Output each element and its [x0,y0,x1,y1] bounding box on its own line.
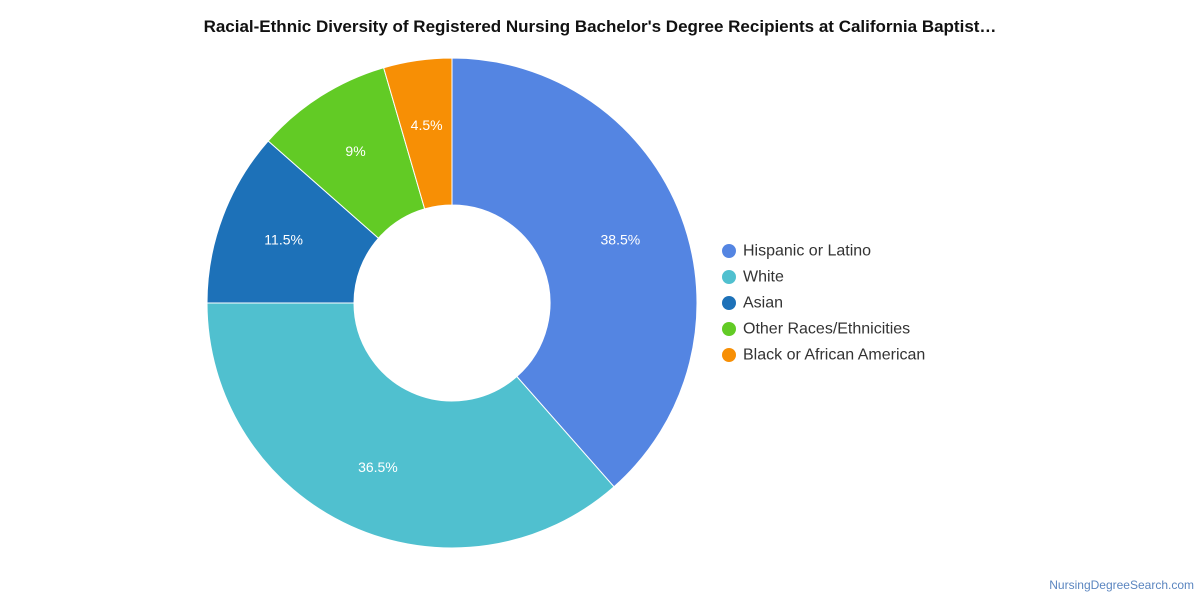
legend-swatch-asian [722,296,736,310]
legend-label-hispanic-or-latino[interactable]: Hispanic or Latino [743,243,871,260]
legend-swatch-white [722,270,736,284]
legend-label-white[interactable]: White [743,269,784,286]
slice-black-or-african-american[interactable] [383,57,453,210]
legend-label-black-or-african-american[interactable]: Black or African American [743,347,925,364]
chart-title: Racial-Ethnic Diversity of Registered Nu… [203,17,997,36]
slice-asian[interactable] [206,140,380,304]
legend-label-asian[interactable]: Asian [743,295,783,312]
slice-hispanic-or-latino[interactable] [451,57,698,488]
slice-label-hispanic-or-latino: 38.5% [601,231,641,247]
legend: Hispanic or Latino White Asian Other Races/… [722,243,925,364]
legend-swatch-other-races-ethnicities [722,322,736,336]
slices-group [206,57,698,549]
legend-label-other-races-ethnicities[interactable]: Other Races/Ethnicities [743,321,910,338]
slice-label-other-races-ethnicities: 9% [345,143,365,159]
slice-label-asian: 11.5% [264,231,303,247]
slice-labels-group: 38.5% 36.5% 11.5% 9% 4.5% [264,117,640,475]
slice-white[interactable] [206,302,615,549]
slice-label-white: 36.5% [358,459,398,475]
slice-label-black-or-african-american: 4.5% [411,117,443,133]
legend-swatch-black-or-african-american [722,348,736,362]
legend-swatch-hispanic-or-latino [722,244,736,258]
site-credit[interactable]: NursingDegreeSearch.com [1049,578,1194,592]
